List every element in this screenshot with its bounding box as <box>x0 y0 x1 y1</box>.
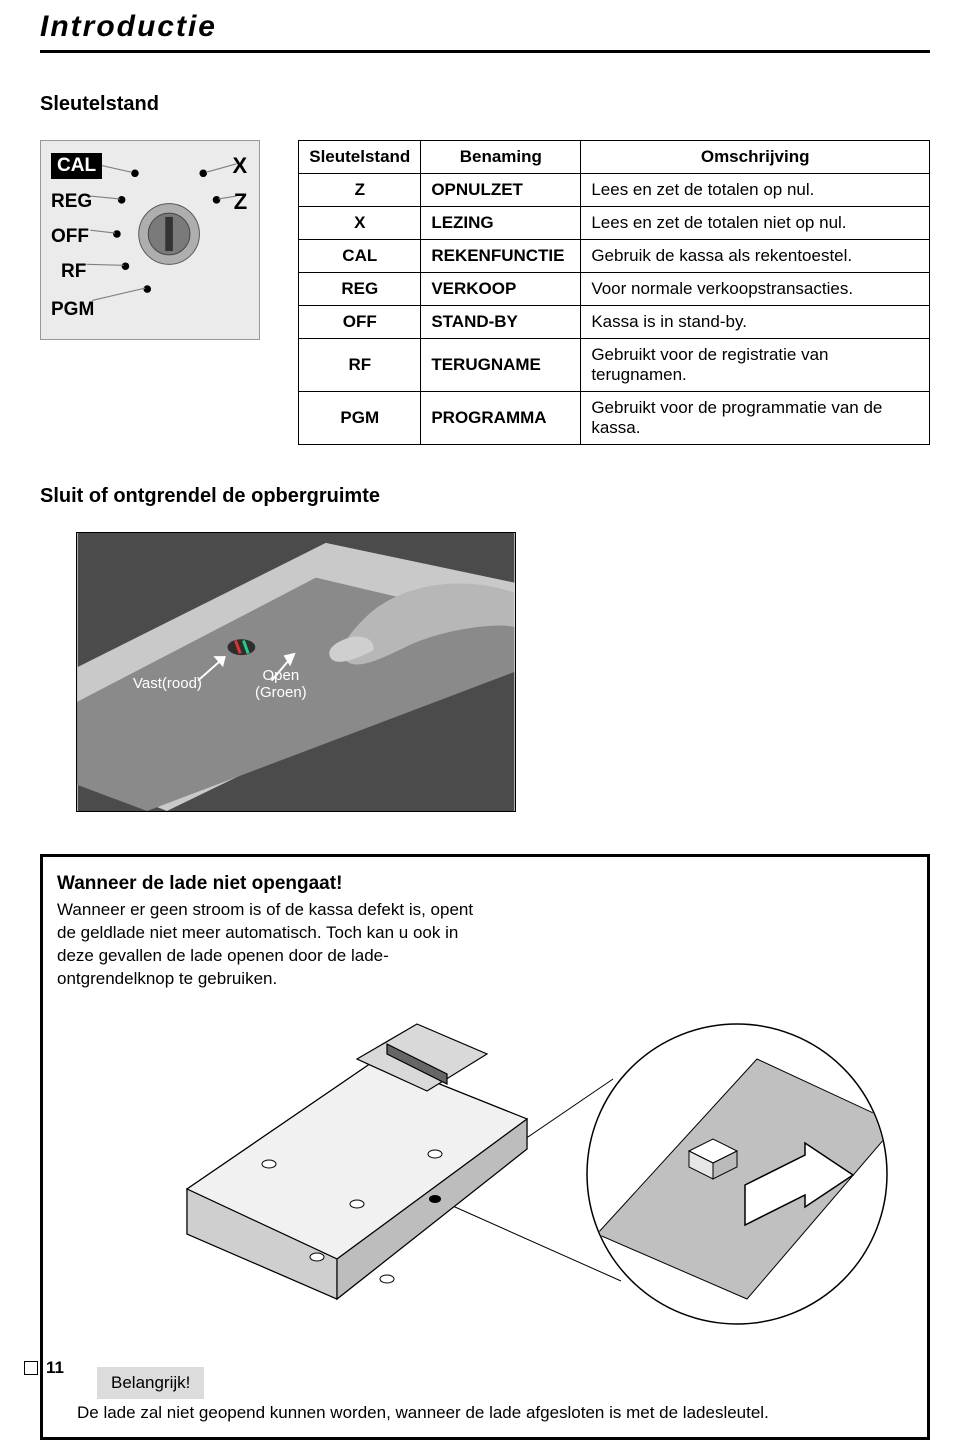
table-cell-omschrijving: Lees en zet de totalen niet op nul. <box>581 207 930 240</box>
table-cell-omschrijving: Gebruikt voor de registratie van terugna… <box>581 339 930 392</box>
table-header-omschrijving: Omschrijving <box>581 141 930 174</box>
section-heading-opbergruimte: Sluit of ontgrendel de opbergruimte <box>40 485 930 508</box>
table-cell-benaming: TERUGNAME <box>421 339 581 392</box>
table-cell-omschrijving: Lees en zet de totalen op nul. <box>581 174 930 207</box>
photo-label-open: Open (Groen) <box>255 667 307 702</box>
table-cell-benaming: REKENFUNCTIE <box>421 240 581 273</box>
table-cell-omschrijving: Gebruikt voor de programmatie van de kas… <box>581 392 930 445</box>
table-header-sleutelstand: Sleutelstand <box>299 141 421 174</box>
table-row: PGMPROGRAMMAGebruikt voor de programmati… <box>299 392 930 445</box>
table-header-benaming: Benaming <box>421 141 581 174</box>
table-cell-sleutelstand: OFF <box>299 306 421 339</box>
callout-heading: Wanneer de lade niet opengaat! <box>57 873 913 895</box>
table-cell-benaming: VERKOOP <box>421 273 581 306</box>
keyswitch-label-x: X <box>233 153 248 179</box>
table-header-row: Sleutelstand Benaming Omschrijving <box>299 141 930 174</box>
table-cell-benaming: PROGRAMMA <box>421 392 581 445</box>
page-number: 11 <box>24 1358 64 1378</box>
keyswitch-label-z: Z <box>234 189 247 215</box>
keyswitch-label-off: OFF <box>51 226 89 248</box>
table-cell-sleutelstand: PGM <box>299 392 421 445</box>
photo-label-open-line2: (Groen) <box>255 684 307 701</box>
important-badge: Belangrijk! <box>97 1367 204 1399</box>
table-cell-sleutelstand: X <box>299 207 421 240</box>
table-cell-sleutelstand: Z <box>299 174 421 207</box>
table-row: RFTERUGNAMEGebruikt voor de registratie … <box>299 339 930 392</box>
register-illustration <box>57 999 917 1359</box>
table-cell-omschrijving: Voor normale verkoopstransacties. <box>581 273 930 306</box>
keyswitch-label-rf: RF <box>61 261 86 283</box>
table-cell-sleutelstand: REG <box>299 273 421 306</box>
title-rule <box>40 50 930 53</box>
keyswitch-label-cal: CAL <box>51 153 102 179</box>
table-cell-sleutelstand: CAL <box>299 240 421 273</box>
page-title: Introductie <box>40 10 930 44</box>
table-cell-omschrijving: Gebruik de kassa als rekentoestel. <box>581 240 930 273</box>
photo-label-vast: Vast(rood) <box>133 675 202 692</box>
table-row: XLEZINGLees en zet de totalen niet op nu… <box>299 207 930 240</box>
keyswitch-diagram: CAL REG OFF RF PGM X Z <box>40 140 260 340</box>
keyswitch-label-reg: REG <box>51 191 92 213</box>
keyswitch-label-pgm: PGM <box>51 299 94 321</box>
table-row: ZOPNULZETLees en zet de totalen op nul. <box>299 174 930 207</box>
table-cell-benaming: OPNULZET <box>421 174 581 207</box>
table-row: OFFSTAND-BYKassa is in stand-by. <box>299 306 930 339</box>
page-number-value: 11 <box>46 1358 64 1377</box>
callout-body: Wanneer er geen stroom is of de kassa de… <box>57 899 477 991</box>
table-cell-sleutelstand: RF <box>299 339 421 392</box>
section-heading-sleutelstand: Sleutelstand <box>40 93 930 116</box>
drawer-photo: Vast(rood) Open (Groen) <box>76 532 516 812</box>
table-cell-omschrijving: Kassa is in stand-by. <box>581 306 930 339</box>
table-cell-benaming: LEZING <box>421 207 581 240</box>
table-row: REGVERKOOPVoor normale verkoopstransacti… <box>299 273 930 306</box>
table-cell-benaming: STAND-BY <box>421 306 581 339</box>
callout-box: Wanneer de lade niet opengaat! Wanneer e… <box>40 854 930 1440</box>
table-row: CALREKENFUNCTIEGebruik de kassa als reke… <box>299 240 930 273</box>
page-number-box-icon <box>24 1361 38 1375</box>
important-text: De lade zal niet geopend kunnen worden, … <box>77 1403 913 1423</box>
photo-label-open-line1: Open <box>262 667 299 684</box>
sleutelstand-table: Sleutelstand Benaming Omschrijving ZOPNU… <box>298 140 930 445</box>
